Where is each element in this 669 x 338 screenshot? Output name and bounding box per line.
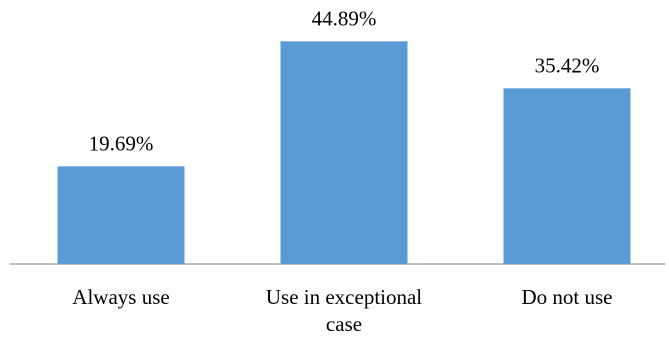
data-label-2: 44.89% — [312, 6, 377, 30]
labels-group: 19.69% Always use 44.89% Use in exceptional… — [72, 6, 612, 336]
bar-3 — [503, 88, 631, 264]
category-label-3: Do not use — [522, 285, 613, 309]
bars-group — [57, 41, 631, 265]
category-label-2: Use in exceptional case — [266, 285, 422, 336]
category-label-line: Do not use — [522, 285, 613, 309]
category-label-line: case — [326, 312, 362, 336]
bar-1 — [57, 166, 185, 264]
category-label-line: Always use — [72, 285, 169, 309]
category-label-line: Use in exceptional — [266, 285, 422, 309]
data-label-3: 35.42% — [535, 53, 600, 77]
bar-2 — [280, 41, 408, 265]
category-label-1: Always use — [72, 285, 169, 309]
data-label-1: 19.69% — [89, 131, 154, 155]
